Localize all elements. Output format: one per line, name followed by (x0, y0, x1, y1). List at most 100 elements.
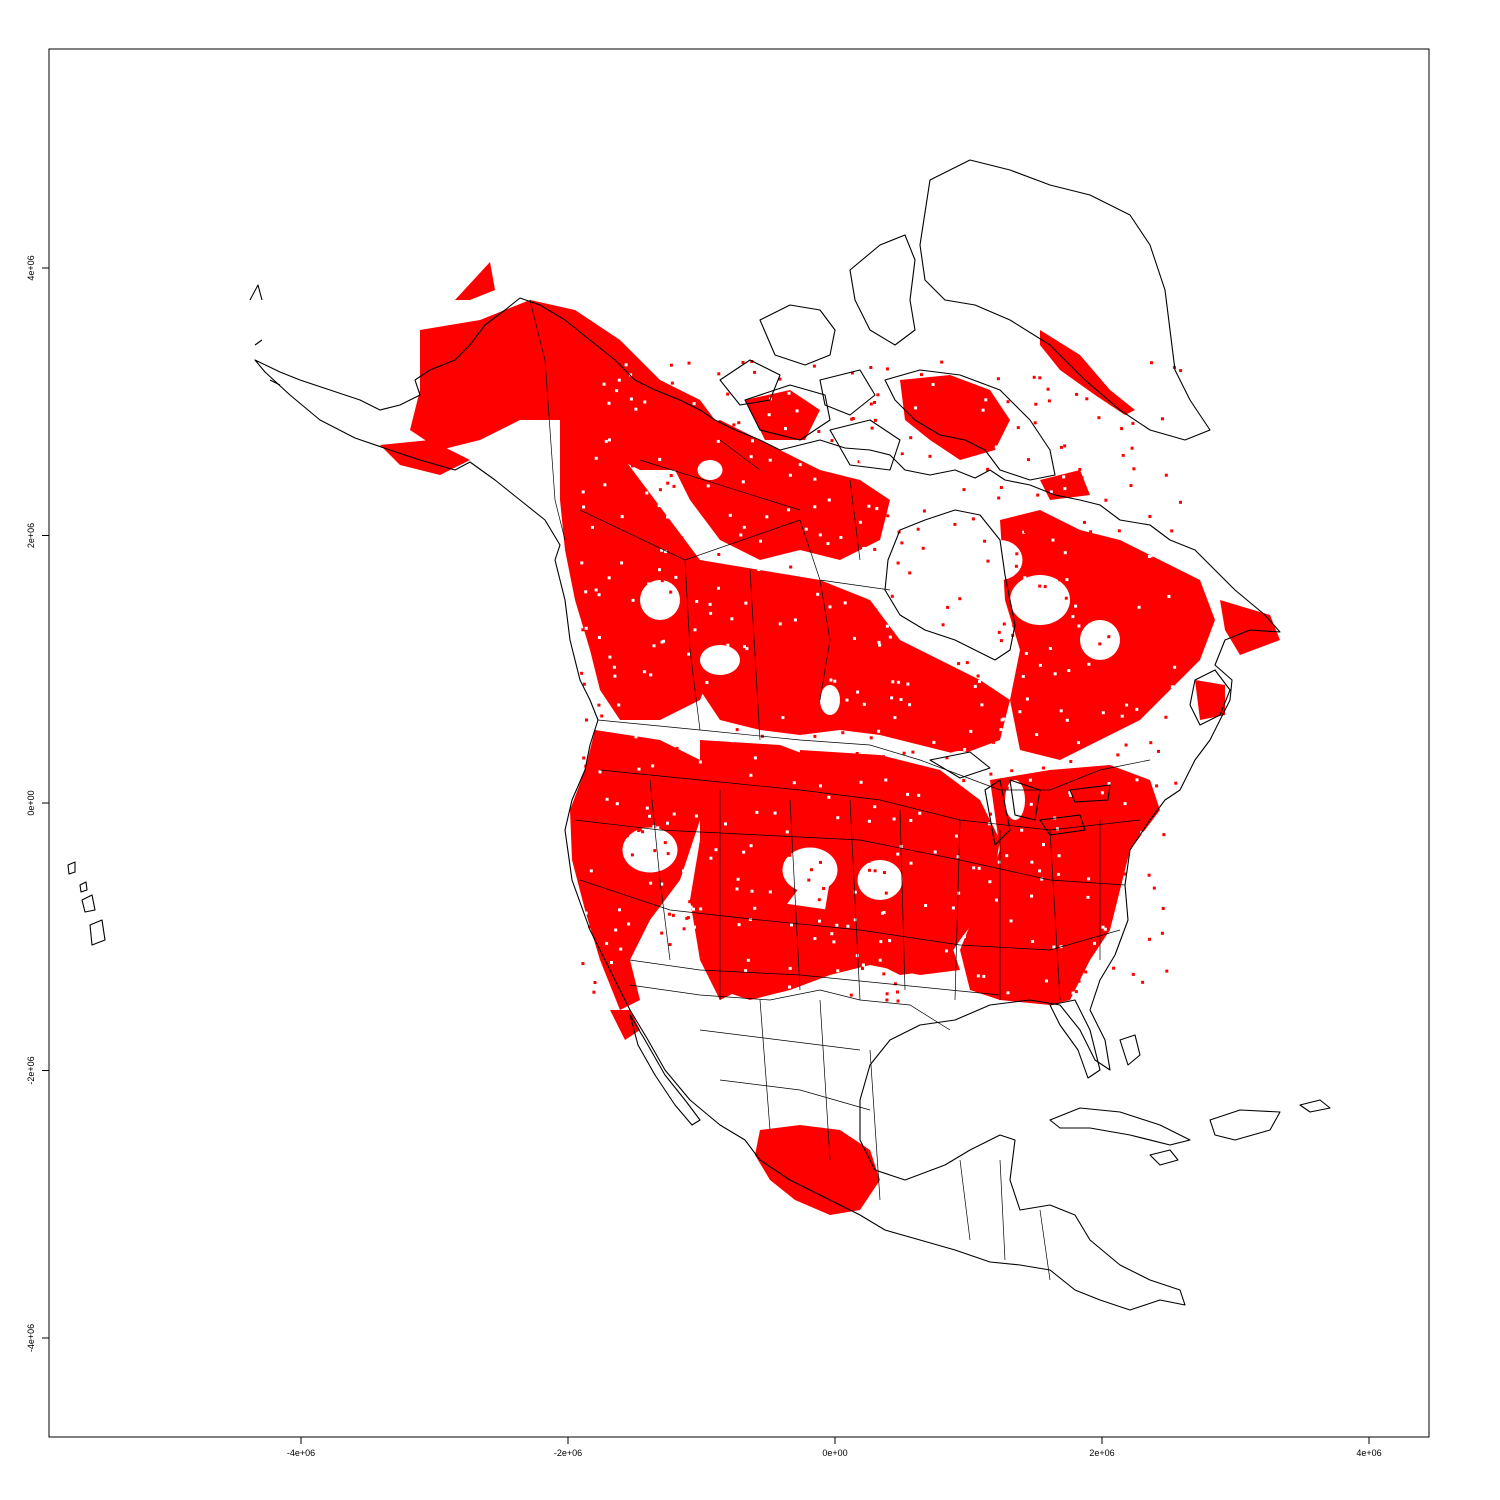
raster-cell (1167, 595, 1171, 598)
raster-cell (890, 594, 894, 598)
raster-cell (957, 511, 961, 515)
raster-cell (1071, 615, 1075, 619)
raster-cell (688, 413, 692, 417)
raster-cell (965, 428, 969, 432)
raster-cell (810, 868, 813, 872)
raster-cell (639, 858, 643, 862)
raster-region (1195, 680, 1225, 720)
raster-cell (833, 679, 837, 683)
raster-region (570, 730, 700, 1010)
raster-cell (999, 486, 1003, 489)
raster-cell (893, 716, 897, 720)
raster-cell (993, 954, 997, 958)
raster-cell (635, 676, 639, 680)
raster-cell (916, 527, 920, 531)
raster-cell (1073, 941, 1077, 945)
raster-cell (844, 408, 848, 412)
raster-cell (1164, 473, 1168, 477)
raster-cell (1101, 925, 1105, 929)
raster-cell (619, 947, 623, 951)
raster-cell (921, 546, 925, 550)
raster-cell (669, 618, 673, 622)
raster-cell (787, 508, 790, 512)
raster-cell (919, 477, 923, 481)
raster-cell (673, 545, 677, 549)
raster-cell (909, 819, 913, 822)
raster-cell (1126, 700, 1129, 703)
raster-cell (866, 459, 870, 463)
raster-region (410, 300, 730, 480)
raster-cell (865, 824, 869, 828)
raster-cell (932, 740, 936, 744)
raster-cell (843, 647, 847, 651)
hawaii-island-4 (79, 881, 88, 893)
raster-cell (766, 977, 770, 981)
raster-cell (590, 406, 594, 410)
x-tick-label: 2e+06 (1089, 1448, 1114, 1458)
raster-cell (613, 674, 617, 678)
raster-cell (816, 724, 820, 728)
raster-cell (1034, 402, 1038, 406)
raster-cell (879, 940, 883, 944)
raster-cell (749, 455, 753, 459)
raster-cell (1076, 628, 1080, 631)
raster-cell (1045, 979, 1048, 983)
raster-cell (660, 640, 664, 644)
raster-cell (1163, 642, 1167, 646)
raster-cell (677, 421, 681, 425)
raster-cell (624, 363, 628, 367)
raster-cell (1052, 590, 1056, 594)
x-tick-label: -2e+06 (554, 1448, 582, 1458)
raster-cell (816, 592, 820, 596)
raster-cell (737, 755, 741, 758)
raster-cell (754, 550, 758, 554)
raster-cell (582, 505, 586, 509)
raster-cell (1053, 706, 1057, 710)
raster-cell (866, 884, 870, 888)
raster-cell (1129, 484, 1133, 487)
raster-cell (1045, 982, 1049, 986)
raster-cell (1035, 733, 1039, 736)
raster-cell (656, 826, 660, 830)
raster-cell (645, 665, 649, 669)
raster-cell (627, 922, 631, 926)
raster-cell (691, 543, 695, 547)
raster-cell (745, 585, 749, 589)
raster-cell (901, 440, 905, 443)
raster-cell (1037, 618, 1041, 622)
raster-cell (1131, 421, 1135, 425)
raster-cell (829, 678, 833, 682)
raster-cell (652, 825, 656, 828)
raster-cell (1139, 381, 1142, 385)
raster-cell (608, 438, 611, 442)
raster-cell (1141, 518, 1145, 521)
raster-cell (729, 559, 733, 563)
raster-cell (1061, 681, 1065, 684)
raster-cell (668, 732, 671, 735)
raster-cell (1101, 919, 1105, 923)
raster-cell (645, 491, 649, 495)
raster-cell (1141, 980, 1145, 984)
raster-cell (795, 972, 799, 976)
raster-cell (656, 584, 660, 588)
raster-cell (1101, 711, 1105, 715)
raster-cell (982, 974, 986, 978)
x-tick-label: 4e+06 (1356, 1448, 1381, 1458)
raster-cell (708, 602, 712, 606)
y-tick-label: 2e+06 (26, 523, 36, 548)
raster-cell (1028, 778, 1032, 782)
raster-cell (867, 819, 871, 823)
raster-cell (1002, 622, 1006, 626)
raster-cell (658, 457, 662, 461)
state-borders (574, 769, 1141, 1001)
raster-region (700, 560, 1010, 755)
raster-cell (976, 674, 980, 678)
raster-cell (1141, 904, 1145, 908)
raster-cell (669, 590, 673, 594)
raster-cell (856, 690, 860, 694)
raster-cell (649, 673, 653, 677)
raster-cell (1007, 849, 1011, 853)
raster-cell (1164, 792, 1168, 796)
raster-cell (633, 555, 636, 559)
raster-cell (844, 693, 848, 697)
